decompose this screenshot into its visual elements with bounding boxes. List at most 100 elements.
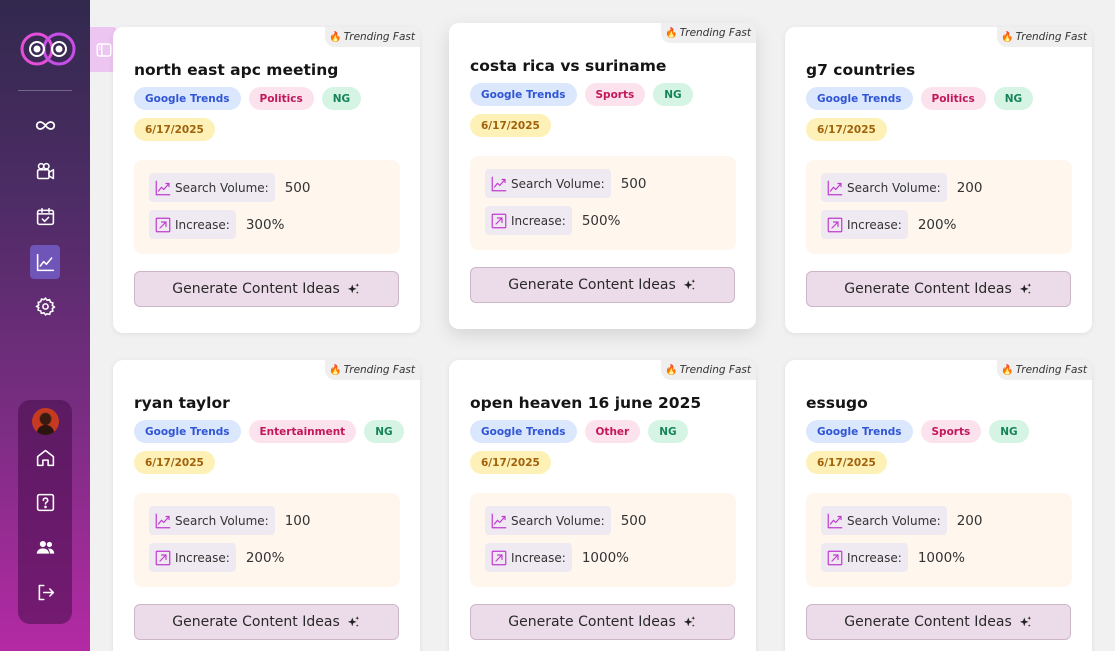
- generate-content-ideas-button[interactable]: Generate Content Ideas: [806, 604, 1071, 640]
- generate-button-label: Generate Content Ideas: [172, 614, 340, 630]
- generate-content-ideas-button[interactable]: Generate Content Ideas: [806, 271, 1071, 307]
- increase-row: Increase: 500%: [485, 206, 620, 235]
- source-tag: Google Trends: [134, 87, 241, 110]
- calendar-check-icon: [36, 207, 54, 225]
- sidebar-toggle-icon: [96, 42, 112, 57]
- nav-home[interactable]: [30, 440, 60, 474]
- source-tag: Google Trends: [806, 87, 913, 110]
- search-volume-label: Search Volume:: [149, 173, 275, 202]
- stats-panel: Search Volume: 200 Increase: 200%: [806, 160, 1072, 254]
- nav-logout[interactable]: [30, 575, 60, 609]
- increase-row: Increase: 200%: [821, 210, 956, 239]
- sidebar: [0, 0, 90, 651]
- generate-content-ideas-button[interactable]: Generate Content Ideas: [470, 604, 735, 640]
- trend-card: 🔥 Trending Fast g7 countries Google Tren…: [785, 27, 1092, 333]
- sparkle-icon: [347, 615, 359, 627]
- generate-content-ideas-button[interactable]: Generate Content Ideas: [470, 267, 735, 303]
- tag-list: Google Trends Entertainment NG 6/17/2025: [134, 420, 404, 474]
- search-volume-value: 100: [284, 512, 311, 529]
- stats-panel: Search Volume: 500 Increase: 1000%: [470, 493, 736, 587]
- increase-value: 200%: [245, 549, 285, 566]
- card-title: g7 countries: [806, 61, 916, 79]
- nav-infinity[interactable]: [30, 108, 60, 142]
- increase-label: Increase:: [485, 206, 572, 235]
- generate-button-label: Generate Content Ideas: [508, 614, 676, 630]
- region-tag: NG: [321, 87, 362, 110]
- nav-calendar[interactable]: [30, 199, 60, 233]
- search-volume-label: Search Volume:: [821, 173, 947, 202]
- trending-badge-label: Trending Fast: [1015, 364, 1087, 376]
- search-volume-label-text: Search Volume:: [511, 176, 605, 191]
- generate-content-ideas-button[interactable]: Generate Content Ideas: [134, 604, 399, 640]
- tag-list: Google Trends Politics NG 6/17/2025: [134, 87, 404, 141]
- trend-card: 🔥 Trending Fast ryan taylor Google Trend…: [113, 360, 420, 651]
- fire-icon: 🔥: [329, 31, 342, 43]
- increase-value: 200%: [917, 216, 957, 233]
- sparkle-icon: [683, 278, 695, 290]
- increase-label-text: Increase:: [175, 217, 230, 232]
- stats-panel: Search Volume: 100 Increase: 200%: [134, 493, 400, 587]
- search-volume-row: Search Volume: 500: [485, 169, 647, 198]
- trending-badge: 🔥 Trending Fast: [325, 27, 420, 47]
- trending-badge-label: Trending Fast: [679, 364, 751, 376]
- search-volume-row: Search Volume: 100: [149, 506, 311, 535]
- increase-value: 300%: [245, 216, 285, 233]
- increase-label-text: Increase:: [175, 550, 230, 565]
- generate-content-ideas-button[interactable]: Generate Content Ideas: [134, 271, 399, 307]
- nav-users[interactable]: [30, 530, 60, 564]
- increase-row: Increase: 1000%: [821, 543, 965, 572]
- search-volume-row: Search Volume: 500: [149, 173, 311, 202]
- search-volume-label: Search Volume:: [485, 169, 611, 198]
- stats-panel: Search Volume: 500 Increase: 300%: [134, 160, 400, 254]
- region-tag: NG: [989, 420, 1029, 443]
- infinity-icon: [35, 120, 55, 130]
- source-tag: Google Trends: [470, 420, 577, 443]
- trending-badge: 🔥 Trending Fast: [661, 360, 756, 380]
- generate-button-label: Generate Content Ideas: [508, 277, 676, 293]
- fire-icon: 🔥: [1001, 31, 1014, 43]
- search-volume-label: Search Volume:: [485, 506, 611, 535]
- increase-value: 1000%: [581, 549, 630, 566]
- logout-icon: [38, 584, 54, 600]
- logo-icon[interactable]: [19, 30, 77, 68]
- line-chart-icon: [827, 180, 843, 195]
- fire-icon: 🔥: [1001, 364, 1014, 376]
- trending-badge-label: Trending Fast: [1015, 31, 1087, 43]
- fire-icon: 🔥: [665, 27, 678, 39]
- sidebar-divider: [18, 90, 72, 91]
- avatar[interactable]: [32, 408, 59, 435]
- nav-trends[interactable]: [30, 245, 60, 279]
- tag-list: Google Trends Sports NG 6/17/2025: [470, 83, 740, 137]
- search-volume-label-text: Search Volume:: [847, 513, 941, 528]
- date-tag: 6/17/2025: [806, 451, 887, 474]
- nav-videos[interactable]: [30, 154, 60, 188]
- fire-icon: 🔥: [665, 364, 678, 376]
- search-volume-label-text: Search Volume:: [175, 180, 269, 195]
- arrow-up-right-icon: [827, 550, 843, 565]
- sparkle-icon: [1019, 615, 1031, 627]
- search-volume-value: 500: [620, 175, 647, 192]
- line-chart-icon: [491, 513, 507, 528]
- arrow-up-right-icon: [827, 217, 843, 232]
- fire-icon: 🔥: [329, 364, 342, 376]
- line-chart-icon: [827, 513, 843, 528]
- generate-button-label: Generate Content Ideas: [172, 281, 340, 297]
- increase-label: Increase:: [149, 210, 236, 239]
- trending-badge: 🔥 Trending Fast: [997, 360, 1092, 380]
- search-volume-label-text: Search Volume:: [511, 513, 605, 528]
- search-volume-row: Search Volume: 200: [821, 173, 983, 202]
- region-tag: NG: [653, 83, 693, 106]
- sidebar-bottom-panel: [18, 400, 72, 624]
- stats-panel: Search Volume: 500 Increase: 500%: [470, 156, 736, 250]
- sparkle-icon: [683, 615, 695, 627]
- nav-settings[interactable]: [30, 289, 60, 323]
- region-tag: NG: [364, 420, 404, 443]
- nav-help[interactable]: [30, 485, 60, 519]
- card-title: essugo: [806, 394, 868, 412]
- line-chart-icon: [155, 180, 171, 195]
- increase-label: Increase:: [821, 210, 908, 239]
- increase-label-text: Increase:: [511, 213, 566, 228]
- category-tag: Politics: [920, 87, 986, 110]
- card-title: costa rica vs suriname: [470, 57, 667, 75]
- trend-card: 🔥 Trending Fast north east apc meeting G…: [113, 27, 420, 333]
